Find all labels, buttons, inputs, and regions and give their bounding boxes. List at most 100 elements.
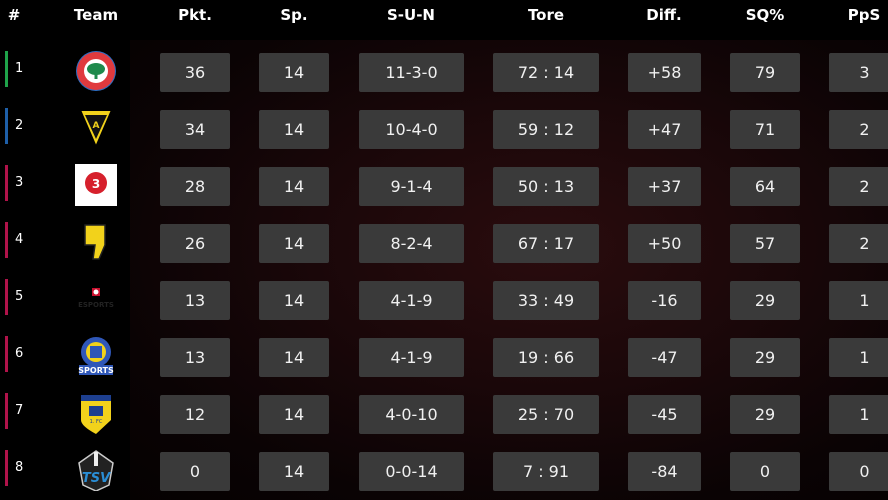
cell-sun: 4-1-9 bbox=[359, 281, 464, 320]
cell-pkt: 13 bbox=[160, 338, 230, 377]
cell-pkt: 12 bbox=[160, 395, 230, 434]
rank: 4 bbox=[15, 232, 24, 247]
svg-text:ESPORTS: ESPORTS bbox=[78, 301, 114, 309]
svg-text:SPORTS: SPORTS bbox=[78, 366, 114, 375]
cell-sp: 14 bbox=[259, 224, 329, 263]
table-row[interactable]: 2 A 34 14 10-4-0 59 : 12 +47 71 2 bbox=[0, 107, 888, 150]
cell-sq: 0 bbox=[730, 452, 800, 491]
cell-pps: 0 bbox=[829, 452, 888, 491]
rank: 7 bbox=[15, 403, 24, 418]
qualification-indicator bbox=[5, 393, 8, 429]
esports-crest-team-logo[interactable]: SPORTS bbox=[75, 335, 117, 377]
cell-pps: 2 bbox=[829, 110, 888, 149]
cell-diff: +37 bbox=[628, 167, 701, 206]
header-games[interactable]: Sp. bbox=[280, 6, 308, 24]
cell-tore: 7 : 91 bbox=[493, 452, 599, 491]
cell-sq: 64 bbox=[730, 167, 800, 206]
cell-sq: 57 bbox=[730, 224, 800, 263]
cell-sp: 14 bbox=[259, 452, 329, 491]
cell-pkt: 0 bbox=[160, 452, 230, 491]
cell-diff: -16 bbox=[628, 281, 701, 320]
rank: 6 bbox=[15, 346, 24, 361]
cell-sq: 79 bbox=[730, 53, 800, 92]
cell-pkt: 26 bbox=[160, 224, 230, 263]
qualification-indicator bbox=[5, 279, 8, 315]
cell-pps: 3 bbox=[829, 53, 888, 92]
cell-diff: -47 bbox=[628, 338, 701, 377]
cell-pkt: 13 bbox=[160, 281, 230, 320]
cell-sun: 4-1-9 bbox=[359, 338, 464, 377]
cell-diff: -84 bbox=[628, 452, 701, 491]
cell-pps: 1 bbox=[829, 395, 888, 434]
header-goals[interactable]: Tore bbox=[527, 6, 565, 24]
svg-text:A: A bbox=[93, 121, 100, 131]
header-team[interactable]: Team bbox=[73, 6, 119, 24]
wuppertal-team-logo[interactable]: 3 bbox=[75, 164, 117, 206]
qualification-indicator bbox=[5, 222, 8, 258]
alemannia-team-logo[interactable]: A bbox=[75, 107, 117, 149]
table-row[interactable]: 5 ESPORTS 13 14 4-1-9 33 : 49 -16 29 1 bbox=[0, 278, 888, 321]
cell-sq: 29 bbox=[730, 281, 800, 320]
table-row[interactable]: 8 TSV 0 14 0-0-14 7 : 91 -84 0 0 bbox=[0, 449, 888, 492]
qualification-indicator bbox=[5, 108, 8, 144]
cell-diff: -45 bbox=[628, 395, 701, 434]
header-points[interactable]: Pkt. bbox=[178, 6, 212, 24]
cell-sp: 14 bbox=[259, 167, 329, 206]
cell-tore: 33 : 49 bbox=[493, 281, 599, 320]
cell-sun: 4-0-10 bbox=[359, 395, 464, 434]
yellow-shield-team-logo[interactable] bbox=[75, 221, 117, 263]
header-win-quota[interactable]: SQ% bbox=[745, 6, 785, 24]
qualification-indicator bbox=[5, 51, 8, 87]
cell-sq: 71 bbox=[730, 110, 800, 149]
cell-sq: 29 bbox=[730, 338, 800, 377]
cell-pkt: 34 bbox=[160, 110, 230, 149]
table-row[interactable]: 3 3 28 14 9-1-4 50 : 13 +37 64 2 bbox=[0, 164, 888, 207]
cell-tore: 25 : 70 bbox=[493, 395, 599, 434]
esc-06-team-logo[interactable] bbox=[75, 50, 117, 92]
cell-tore: 59 : 12 bbox=[493, 110, 599, 149]
cell-diff: +58 bbox=[628, 53, 701, 92]
cell-sp: 14 bbox=[259, 281, 329, 320]
tsv-team-logo[interactable]: TSV bbox=[75, 449, 117, 491]
header-goal-difference[interactable]: Diff. bbox=[646, 6, 682, 24]
svg-text:3: 3 bbox=[92, 177, 100, 191]
cell-diff: +50 bbox=[628, 224, 701, 263]
header-rank[interactable]: # bbox=[7, 6, 21, 24]
cell-sq: 29 bbox=[730, 395, 800, 434]
table-row[interactable]: 7 1. FC 12 14 4-0-10 25 : 70 -45 29 1 bbox=[0, 392, 888, 435]
qualification-indicator bbox=[5, 165, 8, 201]
qualification-indicator bbox=[5, 450, 8, 486]
header-win-draw-loss[interactable]: S-U-N bbox=[387, 6, 435, 24]
cell-sp: 14 bbox=[259, 395, 329, 434]
cell-sun: 11-3-0 bbox=[359, 53, 464, 92]
cell-pps: 1 bbox=[829, 281, 888, 320]
cell-pps: 1 bbox=[829, 338, 888, 377]
rank: 5 bbox=[15, 289, 24, 304]
cell-pps: 2 bbox=[829, 167, 888, 206]
cell-sun: 8-2-4 bbox=[359, 224, 464, 263]
rank: 1 bbox=[15, 61, 24, 76]
header-points-per-game[interactable]: PpS bbox=[847, 6, 881, 24]
table-row[interactable]: 6 SPORTS 13 14 4-1-9 19 : 66 -47 29 1 bbox=[0, 335, 888, 378]
rank: 8 bbox=[15, 460, 24, 475]
rank: 3 bbox=[15, 175, 24, 190]
svg-text:1. FC: 1. FC bbox=[90, 419, 103, 425]
cell-sp: 14 bbox=[259, 338, 329, 377]
bayer-esports-team-logo[interactable]: ESPORTS bbox=[75, 278, 117, 320]
qualification-indicator bbox=[5, 336, 8, 372]
cell-pkt: 36 bbox=[160, 53, 230, 92]
table-row[interactable]: 4 26 14 8-2-4 67 : 17 +50 57 2 bbox=[0, 221, 888, 264]
svg-text:TSV: TSV bbox=[82, 471, 111, 486]
cell-diff: +47 bbox=[628, 110, 701, 149]
1fc-dueren-team-logo[interactable]: 1. FC bbox=[75, 392, 117, 434]
cell-sun: 10-4-0 bbox=[359, 110, 464, 149]
table-row[interactable]: 1 36 14 11-3-0 72 : 14 +58 79 3 bbox=[0, 50, 888, 93]
cell-tore: 19 : 66 bbox=[493, 338, 599, 377]
cell-sun: 0-0-14 bbox=[359, 452, 464, 491]
cell-tore: 72 : 14 bbox=[493, 53, 599, 92]
cell-sp: 14 bbox=[259, 110, 329, 149]
cell-sp: 14 bbox=[259, 53, 329, 92]
cell-tore: 50 : 13 bbox=[493, 167, 599, 206]
cell-sun: 9-1-4 bbox=[359, 167, 464, 206]
cell-pkt: 28 bbox=[160, 167, 230, 206]
